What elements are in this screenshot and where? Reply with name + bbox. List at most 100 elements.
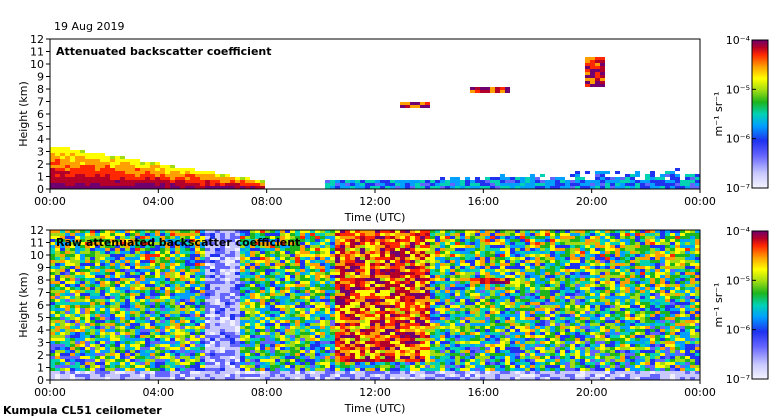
heat-cell (310, 377, 315, 380)
heat-cell (170, 251, 175, 254)
heat-cell (435, 239, 440, 242)
heat-cell (390, 353, 395, 356)
heat-cell (285, 269, 290, 272)
heat-cell (430, 347, 435, 350)
heat-cell (180, 341, 185, 344)
heat-cell (60, 180, 65, 183)
heat-cell (65, 290, 70, 293)
heat-cell (165, 251, 170, 254)
heat-cell (105, 359, 110, 362)
heat-cell (170, 338, 175, 341)
heat-cell (225, 290, 230, 293)
heat-cell (345, 371, 350, 374)
heat-cell (235, 248, 240, 251)
heat-cell (370, 254, 375, 257)
heat-cell (75, 233, 80, 236)
heat-cell (335, 266, 340, 269)
heat-cell (245, 347, 250, 350)
heat-cell (420, 296, 425, 299)
heat-cell (325, 314, 330, 317)
heat-cell (420, 335, 425, 338)
heat-cell (280, 368, 285, 371)
y-tick-label: 11 (30, 46, 44, 59)
heat-cell (425, 281, 430, 284)
heat-cell (165, 272, 170, 275)
heat-cell (410, 296, 415, 299)
heat-cell (345, 248, 350, 251)
heat-cell (425, 287, 430, 290)
heat-cell (85, 183, 90, 186)
heat-cell (215, 326, 220, 329)
heat-cell (315, 329, 320, 332)
heat-cell (80, 278, 85, 281)
heat-cell (220, 323, 225, 326)
heat-cell (115, 365, 120, 368)
heat-cell (380, 365, 385, 368)
heat-cell (85, 326, 90, 329)
heat-cell (200, 245, 205, 248)
heat-cell (195, 374, 200, 377)
heat-cell (415, 278, 420, 281)
heat-cell (370, 293, 375, 296)
heat-cell (190, 317, 195, 320)
heat-cell (455, 341, 460, 344)
heat-cell (370, 356, 375, 359)
heat-cell (205, 242, 210, 245)
heat-cell (70, 150, 75, 153)
heat-cell (65, 371, 70, 374)
heat-cell (585, 180, 590, 183)
heat-cell (310, 290, 315, 293)
heat-cell (85, 180, 90, 183)
heat-cell (350, 248, 355, 251)
heat-cell (115, 299, 120, 302)
heat-cell (470, 260, 475, 263)
heat-cell (390, 245, 395, 248)
heat-cell (320, 233, 325, 236)
heat-cell (445, 251, 450, 254)
heat-cell (135, 290, 140, 293)
heat-cell (115, 329, 120, 332)
heat-cell (325, 254, 330, 257)
heat-cell (180, 230, 185, 233)
heat-cell (120, 305, 125, 308)
heat-cell (380, 320, 385, 323)
heat-cell (465, 251, 470, 254)
heat-cell (140, 290, 145, 293)
heat-cell (105, 239, 110, 242)
heat-cell (430, 305, 435, 308)
heat-cell (405, 102, 410, 105)
heat-cell (350, 302, 355, 305)
heat-cell (80, 290, 85, 293)
heat-cell (410, 230, 415, 233)
heat-cell (200, 314, 205, 317)
heat-cell (270, 365, 275, 368)
heat-cell (440, 263, 445, 266)
heat-cell (270, 323, 275, 326)
heat-cell (325, 347, 330, 350)
heat-cell (125, 320, 130, 323)
heat-cell (460, 305, 465, 308)
heat-cell (110, 245, 115, 248)
heat-cell (305, 317, 310, 320)
heat-cell (435, 344, 440, 347)
heat-cell (340, 335, 345, 338)
heat-cell (110, 233, 115, 236)
heat-cell (440, 290, 445, 293)
heat-cell (205, 186, 210, 189)
heat-cell (350, 374, 355, 377)
heat-cell (240, 302, 245, 305)
heat-cell (465, 260, 470, 263)
heat-cell (225, 368, 230, 371)
heat-cell (135, 180, 140, 183)
heat-cell (175, 242, 180, 245)
heat-cell (365, 302, 370, 305)
heat-cell (240, 251, 245, 254)
heat-cell (400, 281, 405, 284)
heat-cell (255, 329, 260, 332)
heat-cell (240, 180, 245, 183)
heat-cell (125, 174, 130, 177)
heat-cell (340, 317, 345, 320)
heat-cell (270, 368, 275, 371)
heat-cell (275, 260, 280, 263)
heat-cell (220, 305, 225, 308)
